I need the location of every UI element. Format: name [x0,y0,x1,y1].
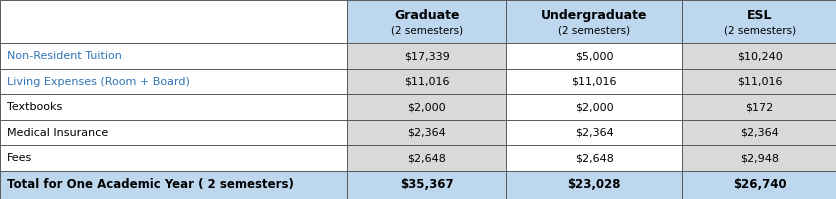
Bar [681,145,836,171]
Bar [506,43,681,69]
Bar [506,69,681,94]
Bar [347,94,506,120]
Bar [681,0,836,43]
Text: $2,648: $2,648 [574,153,613,163]
Text: $2,364: $2,364 [739,128,778,138]
Bar [347,145,506,171]
Bar [681,171,836,199]
Text: Total for One Academic Year ( 2 semesters): Total for One Academic Year ( 2 semester… [7,179,293,191]
Bar [347,43,506,69]
Bar [681,69,836,94]
Text: $11,016: $11,016 [571,77,616,87]
Bar [347,171,506,199]
Bar [0,145,347,171]
Bar [0,69,347,94]
Bar [681,94,836,120]
Bar [506,145,681,171]
Text: $11,016: $11,016 [736,77,782,87]
Text: Graduate: Graduate [394,9,459,22]
Text: $35,367: $35,367 [400,179,453,191]
Bar [347,120,506,145]
Text: $2,000: $2,000 [407,102,446,112]
Bar [681,120,836,145]
Text: $2,364: $2,364 [407,128,446,138]
Text: $26,740: $26,740 [732,179,786,191]
Text: $10,240: $10,240 [736,51,782,61]
Bar [0,171,347,199]
Bar [506,0,681,43]
Text: Textbooks: Textbooks [7,102,62,112]
Text: $2,948: $2,948 [739,153,778,163]
Bar [0,120,347,145]
Text: $2,648: $2,648 [407,153,446,163]
Text: $11,016: $11,016 [404,77,449,87]
Text: Fees: Fees [7,153,32,163]
Bar [0,43,347,69]
Text: $2,364: $2,364 [574,128,613,138]
Bar [0,0,347,43]
Text: (2 semesters): (2 semesters) [390,25,462,35]
Text: (2 semesters): (2 semesters) [722,25,795,35]
Text: Medical Insurance: Medical Insurance [7,128,108,138]
Bar [347,0,506,43]
Bar [681,43,836,69]
Bar [506,94,681,120]
Text: Non-Resident Tuition: Non-Resident Tuition [7,51,121,61]
Text: $172: $172 [745,102,772,112]
Text: $17,339: $17,339 [404,51,449,61]
Bar [506,171,681,199]
Text: ESL: ESL [746,9,772,22]
Text: $2,000: $2,000 [574,102,613,112]
Text: $23,028: $23,028 [567,179,620,191]
Text: Undergraduate: Undergraduate [540,9,647,22]
Bar [347,69,506,94]
Text: $5,000: $5,000 [574,51,613,61]
Text: Living Expenses (Room + Board): Living Expenses (Room + Board) [7,77,189,87]
Text: (2 semesters): (2 semesters) [558,25,630,35]
Bar [506,120,681,145]
Bar [0,94,347,120]
